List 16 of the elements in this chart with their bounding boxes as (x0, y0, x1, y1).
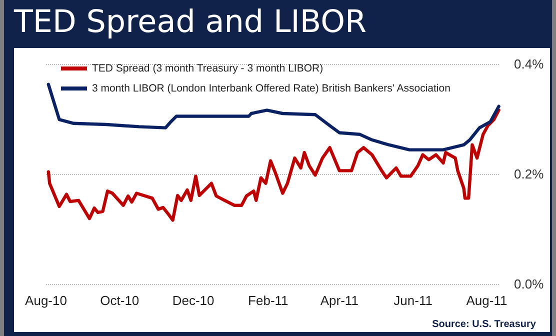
line-series (46, 82, 500, 152)
x-tick-label: Feb-11 (248, 293, 288, 308)
x-tick-label: Aug-10 (25, 293, 67, 308)
y-tick-label: 0.0% (514, 276, 544, 292)
y-tick-label: 0.2% (514, 166, 544, 182)
x-tick-label: Apr-11 (320, 293, 358, 308)
x-tick-label: Dec-10 (172, 293, 214, 308)
source-note: Source: U.S. Treasury (432, 319, 536, 330)
y-tick-label: 0.4% (514, 56, 544, 72)
x-tick-label: Aug-11 (466, 293, 508, 308)
x-tick-label: Jun-11 (394, 293, 432, 308)
legend-label: TED Spread (3 month Treasury - 3 month LIBOR) (92, 62, 324, 74)
chart-title: TED Spread and LIBOR (14, 4, 367, 40)
legend-label: 3 month LIBOR (London Interbank Offered Rate) British Bankers' Association (92, 82, 451, 94)
line-series (46, 108, 500, 222)
x-tick-label: Oct-10 (100, 293, 140, 308)
